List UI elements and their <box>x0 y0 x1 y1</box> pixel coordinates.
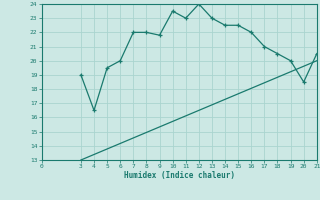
X-axis label: Humidex (Indice chaleur): Humidex (Indice chaleur) <box>124 171 235 180</box>
